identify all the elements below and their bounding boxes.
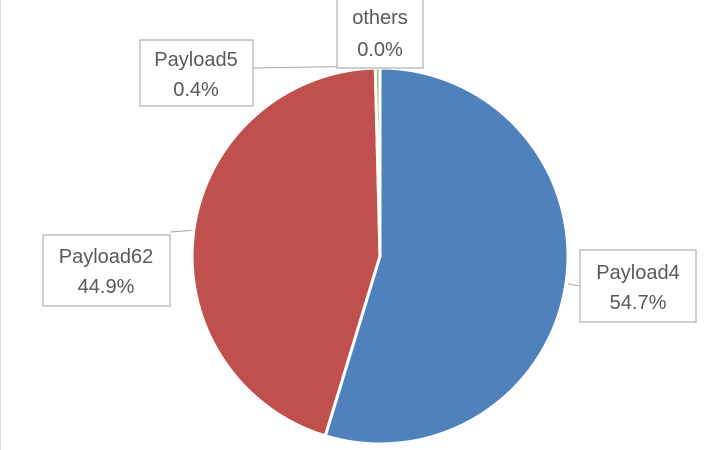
data-label-payload4-value: 54.7% <box>610 292 667 314</box>
data-label-payload5-value: 0.4% <box>173 79 219 101</box>
data-label-payload62-value: 44.9% <box>78 276 135 298</box>
data-label-payload5-name: Payload5 <box>154 49 237 71</box>
pie-slice-payload62 <box>190 66 382 438</box>
data-labels: Payload4 54.7% Payload62 44.9% Payload5 … <box>42 0 697 323</box>
data-label-payload62: Payload62 44.9% <box>42 234 171 307</box>
data-label-payload62-name: Payload62 <box>59 246 154 268</box>
data-label-others: others 0.0% <box>336 0 424 69</box>
data-label-payload4-name: Payload4 <box>596 262 679 284</box>
data-label-payload5: Payload5 0.4% <box>139 39 254 107</box>
data-label-payload4: Payload4 54.7% <box>579 249 697 323</box>
pie-slice-payload4 <box>323 66 570 446</box>
plot-area-left-border <box>0 0 1 450</box>
pie-slices <box>190 66 570 446</box>
leader-line-payload62 <box>169 229 192 233</box>
data-label-others-value: 0.0% <box>357 39 403 61</box>
data-label-others-name: others <box>352 7 408 29</box>
leader-line-payload4 <box>567 283 581 287</box>
